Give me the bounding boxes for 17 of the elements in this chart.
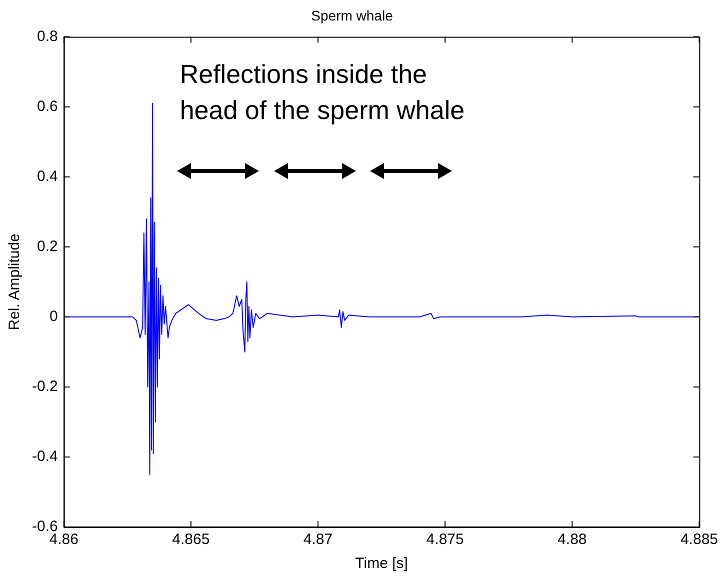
y-axis-title: Rel. Amplitude — [6, 234, 24, 330]
y-tick-label: 0.4 — [36, 168, 58, 185]
x-axis-title: Time [s] — [355, 555, 408, 572]
x-tick-label: 4.865 — [172, 531, 210, 548]
x-tick-label: 4.87 — [303, 531, 333, 548]
chart-title: Sperm whale — [311, 7, 394, 24]
y-tick-label: 0 — [50, 308, 58, 326]
y-tick-label: 0.2 — [36, 238, 58, 256]
x-tick-label: 4.875 — [426, 531, 464, 548]
annotation: Reflections inside the head of the sperm whale — [180, 58, 465, 125]
y-tick-label: 0.6 — [36, 98, 58, 115]
x-tick-label: 4.885 — [680, 531, 718, 548]
y-tick-label: -0.2 — [32, 378, 58, 396]
y-tick-label: 0.8 — [36, 28, 58, 45]
x-tick-label: 4.86 — [49, 531, 78, 548]
y-tick-label: -0.4 — [32, 448, 58, 466]
x-tick-label: 4.88 — [558, 531, 587, 548]
